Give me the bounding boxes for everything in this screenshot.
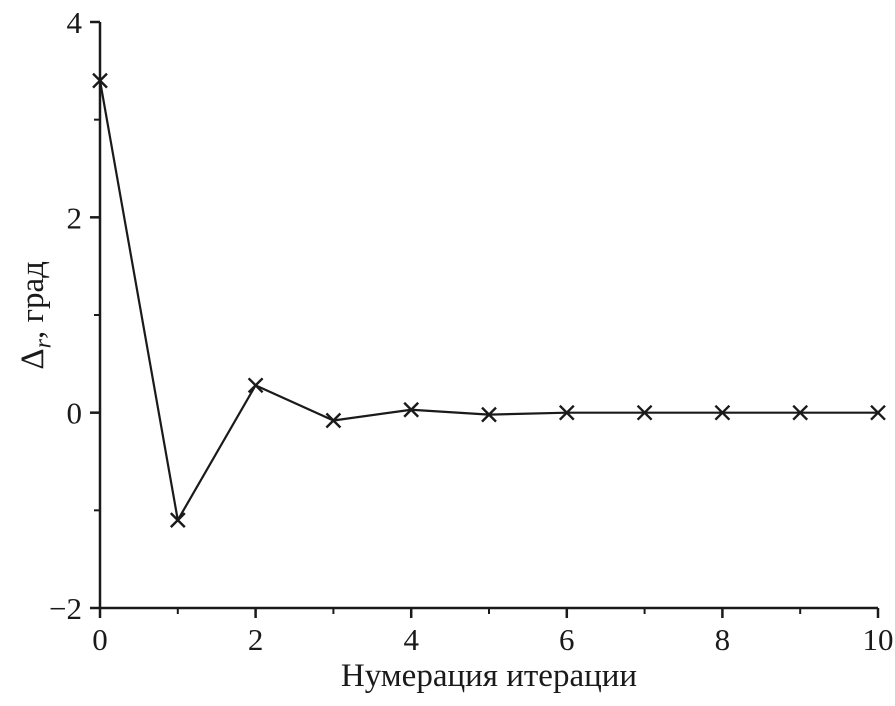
series-line bbox=[98, 80, 878, 522]
data-marker bbox=[714, 404, 731, 421]
y-axis-label-text: Δr, град bbox=[15, 261, 58, 370]
data-marker bbox=[92, 72, 108, 89]
data-marker bbox=[169, 512, 186, 528]
axis-spine bbox=[98, 22, 878, 610]
x-tick-label: 0 bbox=[92, 622, 108, 657]
data-marker bbox=[636, 404, 653, 421]
data-marker bbox=[403, 401, 420, 418]
x-tick-label: 2 bbox=[248, 622, 264, 657]
y-tick-label: −2 bbox=[49, 591, 82, 626]
y-axis-units: , град bbox=[14, 260, 51, 339]
data-marker bbox=[481, 406, 497, 423]
x-axis-label: Нумерация итерации bbox=[340, 658, 638, 694]
x-tick-label: 8 bbox=[715, 622, 731, 657]
x-tick-label: 10 bbox=[863, 622, 894, 657]
y-tick-label: 0 bbox=[67, 396, 83, 431]
data-marker bbox=[870, 404, 886, 421]
y-tick-label: 2 bbox=[67, 200, 83, 235]
x-tick-label: 4 bbox=[403, 622, 419, 657]
data-marker bbox=[325, 412, 342, 429]
data-marker bbox=[792, 404, 809, 421]
y-tick-label: 4 bbox=[67, 5, 83, 40]
y-axis-label: Δr, град bbox=[0, 22, 72, 608]
data-marker bbox=[247, 377, 264, 394]
y-axis-subscript: r bbox=[30, 338, 57, 349]
x-tick-label: 6 bbox=[559, 622, 575, 657]
data-marker bbox=[558, 404, 575, 421]
y-axis-symbol: Δ bbox=[14, 348, 51, 370]
